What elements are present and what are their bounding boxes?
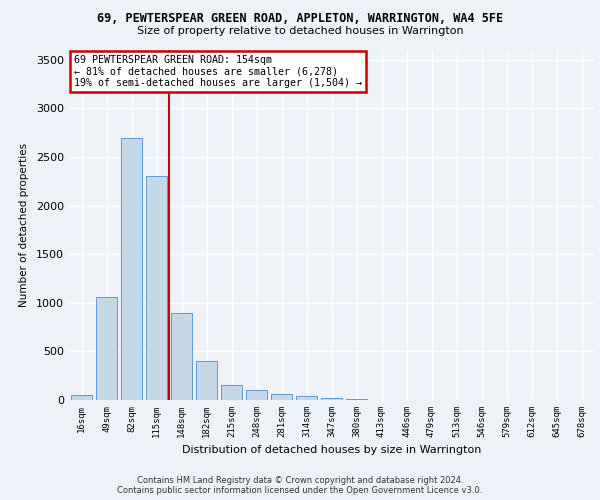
Bar xyxy=(271,394,292,400)
Y-axis label: Number of detached properties: Number of detached properties xyxy=(19,143,29,307)
Text: Size of property relative to detached houses in Warrington: Size of property relative to detached ho… xyxy=(137,26,463,36)
Bar xyxy=(296,396,317,400)
Bar xyxy=(346,399,367,400)
Bar xyxy=(221,385,242,400)
Bar xyxy=(171,312,192,400)
Bar xyxy=(121,138,142,400)
Text: Contains public sector information licensed under the Open Government Licence v3: Contains public sector information licen… xyxy=(118,486,482,495)
Text: 69 PEWTERSPEAR GREEN ROAD: 154sqm
← 81% of detached houses are smaller (6,278)
1: 69 PEWTERSPEAR GREEN ROAD: 154sqm ← 81% … xyxy=(74,56,362,88)
Bar xyxy=(246,390,267,400)
Bar xyxy=(71,395,92,400)
Bar xyxy=(146,176,167,400)
Bar xyxy=(321,398,342,400)
Text: 69, PEWTERSPEAR GREEN ROAD, APPLETON, WARRINGTON, WA4 5FE: 69, PEWTERSPEAR GREEN ROAD, APPLETON, WA… xyxy=(97,12,503,26)
Bar xyxy=(196,361,217,400)
X-axis label: Distribution of detached houses by size in Warrington: Distribution of detached houses by size … xyxy=(182,446,481,456)
Text: Contains HM Land Registry data © Crown copyright and database right 2024.: Contains HM Land Registry data © Crown c… xyxy=(137,476,463,485)
Bar xyxy=(96,297,117,400)
